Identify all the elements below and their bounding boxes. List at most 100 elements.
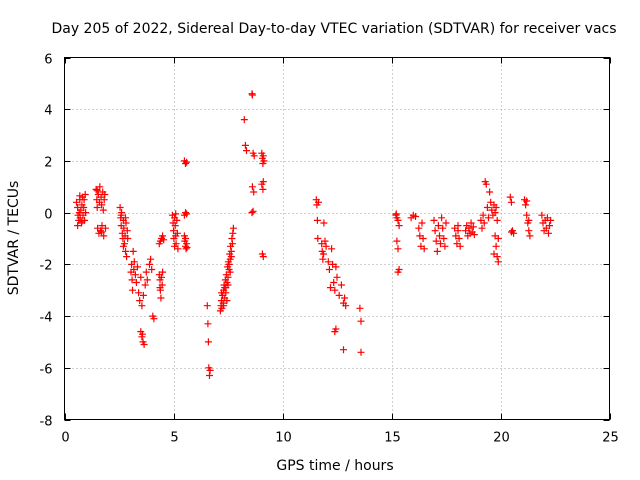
- data-point: [130, 258, 138, 266]
- data-point: [259, 152, 267, 160]
- data-point: [356, 304, 364, 312]
- data-point: [223, 297, 231, 305]
- data-point: [259, 253, 267, 261]
- data-point: [116, 204, 124, 211]
- x-tick-label: 5: [170, 431, 178, 446]
- data-point: [100, 196, 108, 204]
- data-point: [342, 302, 350, 310]
- data-point: [431, 227, 439, 235]
- data-point: [132, 279, 140, 286]
- data-point: [123, 253, 131, 261]
- data-point: [325, 266, 333, 273]
- data-point: [80, 196, 88, 204]
- data-point: [545, 229, 552, 237]
- data-point: [159, 232, 167, 240]
- data-point: [171, 222, 179, 230]
- data-point: [357, 348, 365, 356]
- data-point: [321, 237, 329, 245]
- data-point: [395, 266, 403, 273]
- data-point: [225, 260, 233, 268]
- data-point: [328, 245, 336, 253]
- data-point: [250, 152, 258, 160]
- data-point: [131, 271, 139, 279]
- data-point: [93, 204, 101, 211]
- data-point: [204, 320, 212, 328]
- data-point: [420, 245, 428, 253]
- data-point: [183, 244, 191, 251]
- data-point: [331, 286, 339, 294]
- data-point: [130, 266, 138, 273]
- y-tick-label: -4: [40, 311, 53, 326]
- y-tick-label: 6: [44, 53, 52, 68]
- data-point: [222, 289, 230, 297]
- data-point: [494, 235, 502, 242]
- data-point: [469, 223, 477, 231]
- data-point: [467, 219, 475, 227]
- data-point: [220, 302, 228, 310]
- data-point: [320, 219, 328, 227]
- data-point: [525, 216, 533, 224]
- data-point: [315, 198, 322, 206]
- data-point: [100, 232, 108, 240]
- data-point: [240, 116, 248, 124]
- data-point: [506, 193, 514, 201]
- data-points: [73, 90, 555, 379]
- data-point: [480, 219, 488, 227]
- grid-lines: [64, 57, 610, 420]
- x-tick-label: 25: [602, 431, 619, 446]
- data-point: [523, 197, 531, 205]
- data-point: [183, 210, 191, 218]
- data-point: [395, 222, 403, 230]
- data-point: [415, 224, 423, 232]
- data-point: [159, 268, 167, 276]
- data-point: [394, 216, 402, 224]
- data-point: [522, 201, 530, 209]
- data-point: [139, 291, 147, 299]
- data-point: [243, 147, 250, 155]
- data-point: [486, 188, 494, 196]
- data-point: [226, 268, 234, 276]
- data-point: [335, 291, 343, 299]
- data-point: [173, 229, 181, 237]
- data-point: [92, 185, 100, 193]
- data-point: [248, 91, 256, 99]
- data-point: [148, 266, 156, 273]
- data-point: [456, 242, 464, 250]
- y-axis-tick-labels: -8 -6 -4 -2 0 2 4 6: [40, 53, 53, 430]
- plot-frame: [64, 57, 610, 420]
- data-point: [330, 279, 338, 286]
- data-point: [182, 235, 189, 242]
- data-point: [160, 236, 168, 244]
- data-point: [436, 232, 443, 240]
- x-tick-label: 0: [61, 431, 69, 446]
- data-point: [182, 209, 189, 217]
- data-point: [102, 224, 109, 232]
- data-point: [147, 255, 155, 263]
- data-point: [393, 237, 401, 245]
- data-point: [483, 204, 491, 211]
- data-point: [340, 346, 347, 354]
- data-point: [394, 245, 402, 253]
- data-point: [433, 247, 441, 255]
- data-point: [438, 214, 446, 222]
- data-point: [122, 214, 129, 222]
- data-point: [324, 258, 332, 266]
- data-point: [248, 209, 256, 217]
- y-tick-label: 4: [44, 104, 52, 119]
- data-point: [442, 219, 450, 227]
- data-point: [96, 183, 104, 191]
- data-point: [119, 242, 127, 250]
- data-point: [129, 247, 137, 255]
- data-point: [80, 204, 88, 211]
- data-point: [150, 315, 158, 323]
- data-point: [439, 224, 447, 232]
- data-point: [248, 183, 256, 191]
- data-point: [158, 273, 165, 281]
- data-point: [156, 284, 164, 292]
- x-tick-label: 10: [275, 431, 292, 446]
- data-point: [101, 191, 109, 198]
- data-point: [206, 366, 214, 374]
- data-point: [173, 216, 181, 224]
- data-point: [98, 201, 106, 209]
- data-point: [204, 338, 212, 346]
